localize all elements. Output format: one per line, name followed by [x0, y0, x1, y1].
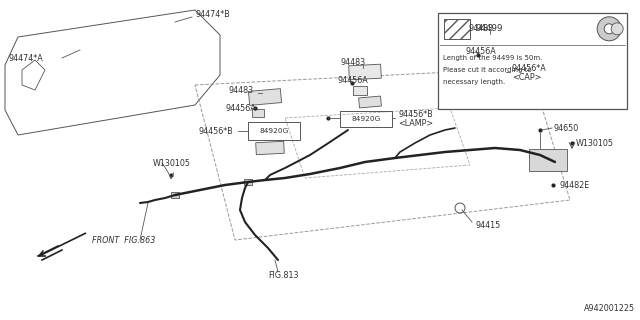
Bar: [529, 149, 567, 171]
Text: W130105: W130105: [576, 139, 614, 148]
Text: 94474*A: 94474*A: [8, 53, 43, 62]
Text: 94482E: 94482E: [560, 180, 590, 189]
Bar: [358, 96, 381, 108]
Text: A942001225: A942001225: [584, 304, 635, 313]
Text: 94456A: 94456A: [465, 46, 496, 55]
Text: 84920G: 84920G: [351, 116, 381, 122]
Text: 94415: 94415: [475, 220, 500, 229]
Text: 94456*A: 94456*A: [512, 63, 547, 73]
Text: 94474*B: 94474*B: [195, 10, 230, 19]
Bar: [444, 19, 470, 39]
Text: <LAMP>: <LAMP>: [398, 118, 433, 127]
Bar: [353, 85, 367, 94]
Bar: [481, 59, 495, 68]
Bar: [244, 179, 252, 185]
Text: 84920G: 84920G: [259, 128, 289, 134]
Text: 94650: 94650: [554, 124, 579, 132]
Text: Length of the 94499 is 50m.: Length of the 94499 is 50m.: [444, 55, 543, 61]
Text: 94483: 94483: [340, 58, 365, 67]
Text: 94456*B: 94456*B: [198, 126, 233, 135]
Text: 94483: 94483: [468, 23, 493, 33]
Text: Please cut it according to: Please cut it according to: [444, 67, 532, 73]
Circle shape: [604, 24, 614, 34]
Text: 94456*B: 94456*B: [398, 109, 433, 118]
Text: 94456A: 94456A: [225, 103, 256, 113]
Circle shape: [597, 17, 621, 41]
Text: <CAP>: <CAP>: [512, 73, 541, 82]
Text: 94499: 94499: [476, 24, 503, 33]
Circle shape: [611, 23, 623, 35]
Bar: [340, 111, 392, 127]
Text: 94456A: 94456A: [337, 76, 368, 84]
Bar: [171, 192, 179, 198]
Bar: [252, 109, 264, 117]
Bar: [349, 64, 381, 80]
Text: W130105: W130105: [153, 158, 191, 167]
Bar: [486, 67, 510, 79]
Text: necessary length.: necessary length.: [444, 79, 506, 85]
Bar: [248, 122, 300, 140]
Bar: [476, 30, 511, 46]
Bar: [256, 141, 284, 155]
Text: FRONT  FIG.863: FRONT FIG.863: [92, 236, 156, 244]
Bar: [438, 13, 627, 109]
Bar: [248, 89, 282, 105]
Text: FIG.813: FIG.813: [268, 270, 298, 279]
Text: 94483: 94483: [228, 85, 253, 94]
